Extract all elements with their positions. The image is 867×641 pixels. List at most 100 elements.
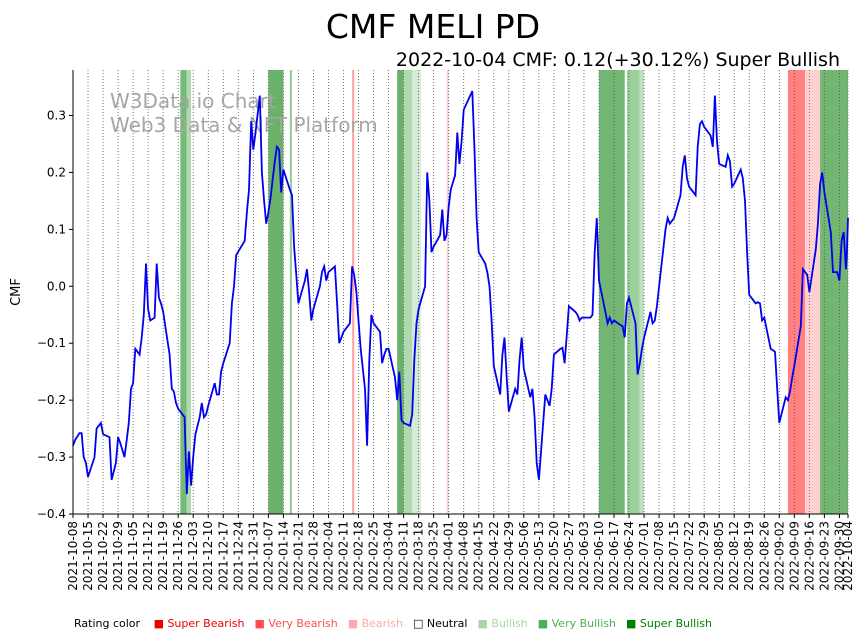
legend-label: Super Bullish — [639, 617, 712, 630]
y-tick-label: 0.1 — [47, 222, 66, 236]
x-tick-label: 2022-04-01 — [442, 521, 456, 591]
legend-swatch: ■ — [537, 617, 552, 630]
x-tick-label: 2021-12-03 — [186, 521, 200, 591]
legend-swatch: □ — [412, 617, 427, 630]
legend-swatch: ■ — [153, 617, 168, 630]
x-tick-label: 2021-11-19 — [156, 521, 170, 591]
x-tick-label: 2022-06-10 — [592, 521, 606, 591]
x-tick-label: 2022-04-15 — [472, 521, 486, 591]
legend-swatch: ■ — [347, 617, 362, 630]
x-tick-label: 2022-07-29 — [697, 521, 711, 591]
x-tick-label: 2021-10-22 — [96, 521, 110, 591]
chart-title: CMF MELI PD — [326, 7, 540, 46]
x-tick-label: 2022-05-20 — [547, 521, 561, 591]
rating-band-5 — [397, 70, 404, 514]
watermark-line-1: W3Data.io Chart — [110, 89, 276, 113]
x-tick-label: 2022-09-09 — [787, 521, 801, 591]
x-tick-label: 2022-06-24 — [622, 521, 636, 591]
x-tick-label: 2022-04-22 — [487, 521, 501, 591]
y-tick-label: 0.3 — [47, 109, 66, 123]
x-tick-label: 2022-01-07 — [261, 521, 275, 591]
x-tick-label: 2022-05-06 — [517, 521, 531, 591]
x-tick-label: 2021-11-26 — [171, 521, 185, 591]
x-tick-label: 2022-03-25 — [427, 521, 441, 591]
legend-label: Bullish — [491, 617, 528, 630]
legend-items: ■ Super Bearish ■ Very Bearish ■ Bearish □ … — [144, 617, 712, 630]
legend-item-very-bearish: ■ Very Bearish — [255, 617, 338, 630]
legend-item-very-bullish: ■ Very Bullish — [538, 617, 616, 630]
x-tick-label: 2022-08-26 — [757, 521, 771, 591]
x-tick-label: 2021-10-15 — [81, 521, 95, 591]
x-tick-label: 2022-07-01 — [637, 521, 651, 591]
chart-subtitle: 2022-10-04 CMF: 0.12(+30.12%) Super Bull… — [396, 49, 840, 71]
legend-title: Rating color — [74, 617, 141, 630]
x-tick-label: 2021-11-05 — [126, 521, 140, 591]
y-tick-label: −0.4 — [37, 507, 66, 521]
legend-label: Very Bearish — [268, 617, 338, 630]
watermark-line-2: Web3 Data & NFT Platform — [110, 113, 378, 137]
x-tick-label: 2022-05-13 — [532, 521, 546, 591]
x-tick-label: 2022-08-19 — [742, 521, 756, 591]
legend-item-super-bearish: ■ Super Bearish — [154, 617, 245, 630]
x-tick-label: 2022-03-18 — [412, 521, 426, 591]
legend-item-super-bullish: ■ Super Bullish — [626, 617, 712, 630]
x-tick-label: 2022-01-28 — [306, 521, 320, 591]
x-tick-label: 2022-01-21 — [291, 521, 305, 591]
rating-band-13 — [805, 70, 821, 514]
x-tick-label: 2022-02-25 — [367, 521, 381, 591]
x-tick-label: 2022-07-08 — [652, 521, 666, 591]
x-tick-label: 2022-08-12 — [727, 521, 741, 591]
x-tick-label: 2022-06-03 — [577, 521, 591, 591]
x-tick-label: 2022-09-30 — [832, 521, 846, 591]
x-tick-label: 2022-02-18 — [352, 521, 366, 591]
legend-swatch: ■ — [625, 617, 640, 630]
x-tick-label: 2022-06-17 — [607, 521, 621, 591]
date-gridlines — [72, 70, 849, 514]
rating-band-8 — [446, 70, 449, 514]
rating-band-12 — [787, 70, 806, 514]
rating-band-7 — [412, 70, 421, 514]
legend-label: Very Bullish — [551, 617, 616, 630]
rating-band-0 — [180, 70, 187, 514]
rating-band-9 — [598, 70, 625, 514]
x-tick-label: 2022-08-05 — [712, 521, 726, 591]
x-tick-label: 2021-12-10 — [201, 521, 215, 591]
x-tick-label: 2021-12-24 — [231, 521, 245, 591]
legend-label: Neutral — [426, 617, 468, 630]
x-tick-label: 2022-03-04 — [382, 521, 396, 591]
cmf-series-line — [72, 90, 849, 495]
y-tick-label: −0.1 — [37, 336, 66, 350]
legend-item-bullish: ■ Bullish — [477, 617, 527, 630]
x-tick-label: 2021-11-12 — [141, 521, 155, 591]
y-tick-label: −0.2 — [37, 393, 66, 407]
rating-band-3 — [289, 70, 292, 514]
legend-swatch: ■ — [477, 617, 492, 630]
x-tick-label: 2021-12-17 — [216, 521, 230, 591]
x-tick-label: 2022-04-29 — [502, 521, 516, 591]
legend-label: Bearish — [361, 617, 403, 630]
legend-swatch: ■ — [254, 617, 269, 630]
rating-band-10 — [626, 70, 640, 514]
x-tick-label: 2022-07-22 — [682, 521, 696, 591]
x-tick-label: 2022-07-15 — [667, 521, 681, 591]
x-tick-label: 2022-02-04 — [321, 521, 335, 591]
rating-band-4 — [352, 70, 355, 514]
x-tick-label: 2021-10-29 — [111, 521, 125, 591]
y-tick-label: 0.0 — [47, 279, 66, 293]
legend-item-bearish: ■ Bearish — [348, 617, 403, 630]
y-tick-label: −0.3 — [37, 450, 66, 464]
x-tick-label: 2022-04-08 — [457, 521, 471, 591]
rating-band-6 — [403, 70, 413, 514]
rating-band-1 — [186, 70, 192, 514]
x-tick-label: 2022-09-23 — [817, 521, 831, 591]
legend-label: Super Bearish — [167, 617, 245, 630]
x-tick-label: 2022-09-02 — [772, 521, 786, 591]
rating-legend: Rating color ■ Super Bearish ■ Very Beari… — [74, 617, 712, 630]
y-tick-label: 0.2 — [47, 165, 66, 179]
x-tick-label: 2021-12-31 — [246, 521, 260, 591]
x-tick-label: 2021-10-08 — [66, 521, 80, 591]
x-tick-label: 2022-09-16 — [802, 521, 816, 591]
y-axis-label: CMF — [9, 278, 24, 306]
